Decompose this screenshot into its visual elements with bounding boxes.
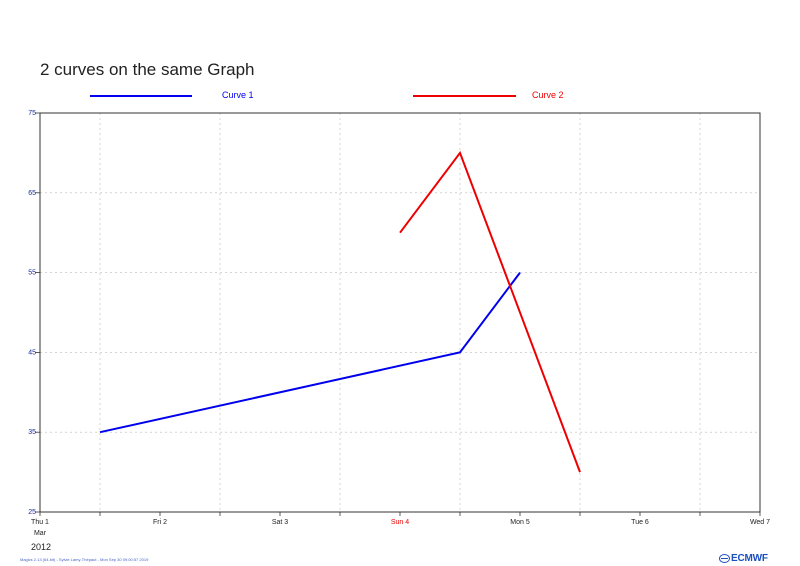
x-tick-label: Wed 7 (750, 519, 770, 526)
legend-label-curve-2: Curve 2 (532, 90, 564, 100)
plot-frame (39, 112, 761, 513)
x-axis-month-label: Mar (34, 530, 47, 537)
legend-label-curve-1: Curve 1 (222, 90, 254, 100)
y-tick-label: 75 (28, 110, 36, 117)
ecmwf-logo-icon (719, 553, 730, 563)
x-axis-ticks: Thu 1 Fri 2 Sat 3 Sun 4 Mon 5 Tue 6 Wed 7 Mar (31, 512, 770, 537)
x-tick-label: Fri 2 (153, 519, 167, 526)
y-tick-label: 45 (28, 349, 36, 356)
ecmwf-logo-text: ECMWF (731, 552, 768, 564)
x-tick-label: Sat 3 (272, 519, 288, 526)
series-line-2 (399, 150, 581, 473)
x-tick-label: Sun 4 (391, 519, 409, 526)
ecmwf-logo: ECMWF (719, 552, 768, 564)
x-tick-label: Thu 1 (31, 519, 49, 526)
y-axis-ticks: 25 35 45 55 65 75 (28, 110, 40, 516)
y-tick-label: 25 (28, 509, 36, 516)
series-line-1 (99, 271, 521, 434)
y-tick-label: 35 (28, 429, 36, 436)
x-tick-label: Mon 5 (510, 519, 530, 526)
x-axis-year-label: 2012 (31, 542, 52, 552)
chart-title: 2 curves on the same Graph (40, 60, 255, 79)
y-tick-label: 65 (28, 190, 36, 197)
y-tick-label: 55 (28, 270, 36, 277)
grid-lines (40, 113, 760, 512)
series-lines (99, 150, 581, 473)
x-tick-label: Tue 6 (631, 519, 649, 526)
footer-credit: Magics 2.13 (64-bit) - Sylvie Lamy-Thépa… (20, 557, 149, 562)
